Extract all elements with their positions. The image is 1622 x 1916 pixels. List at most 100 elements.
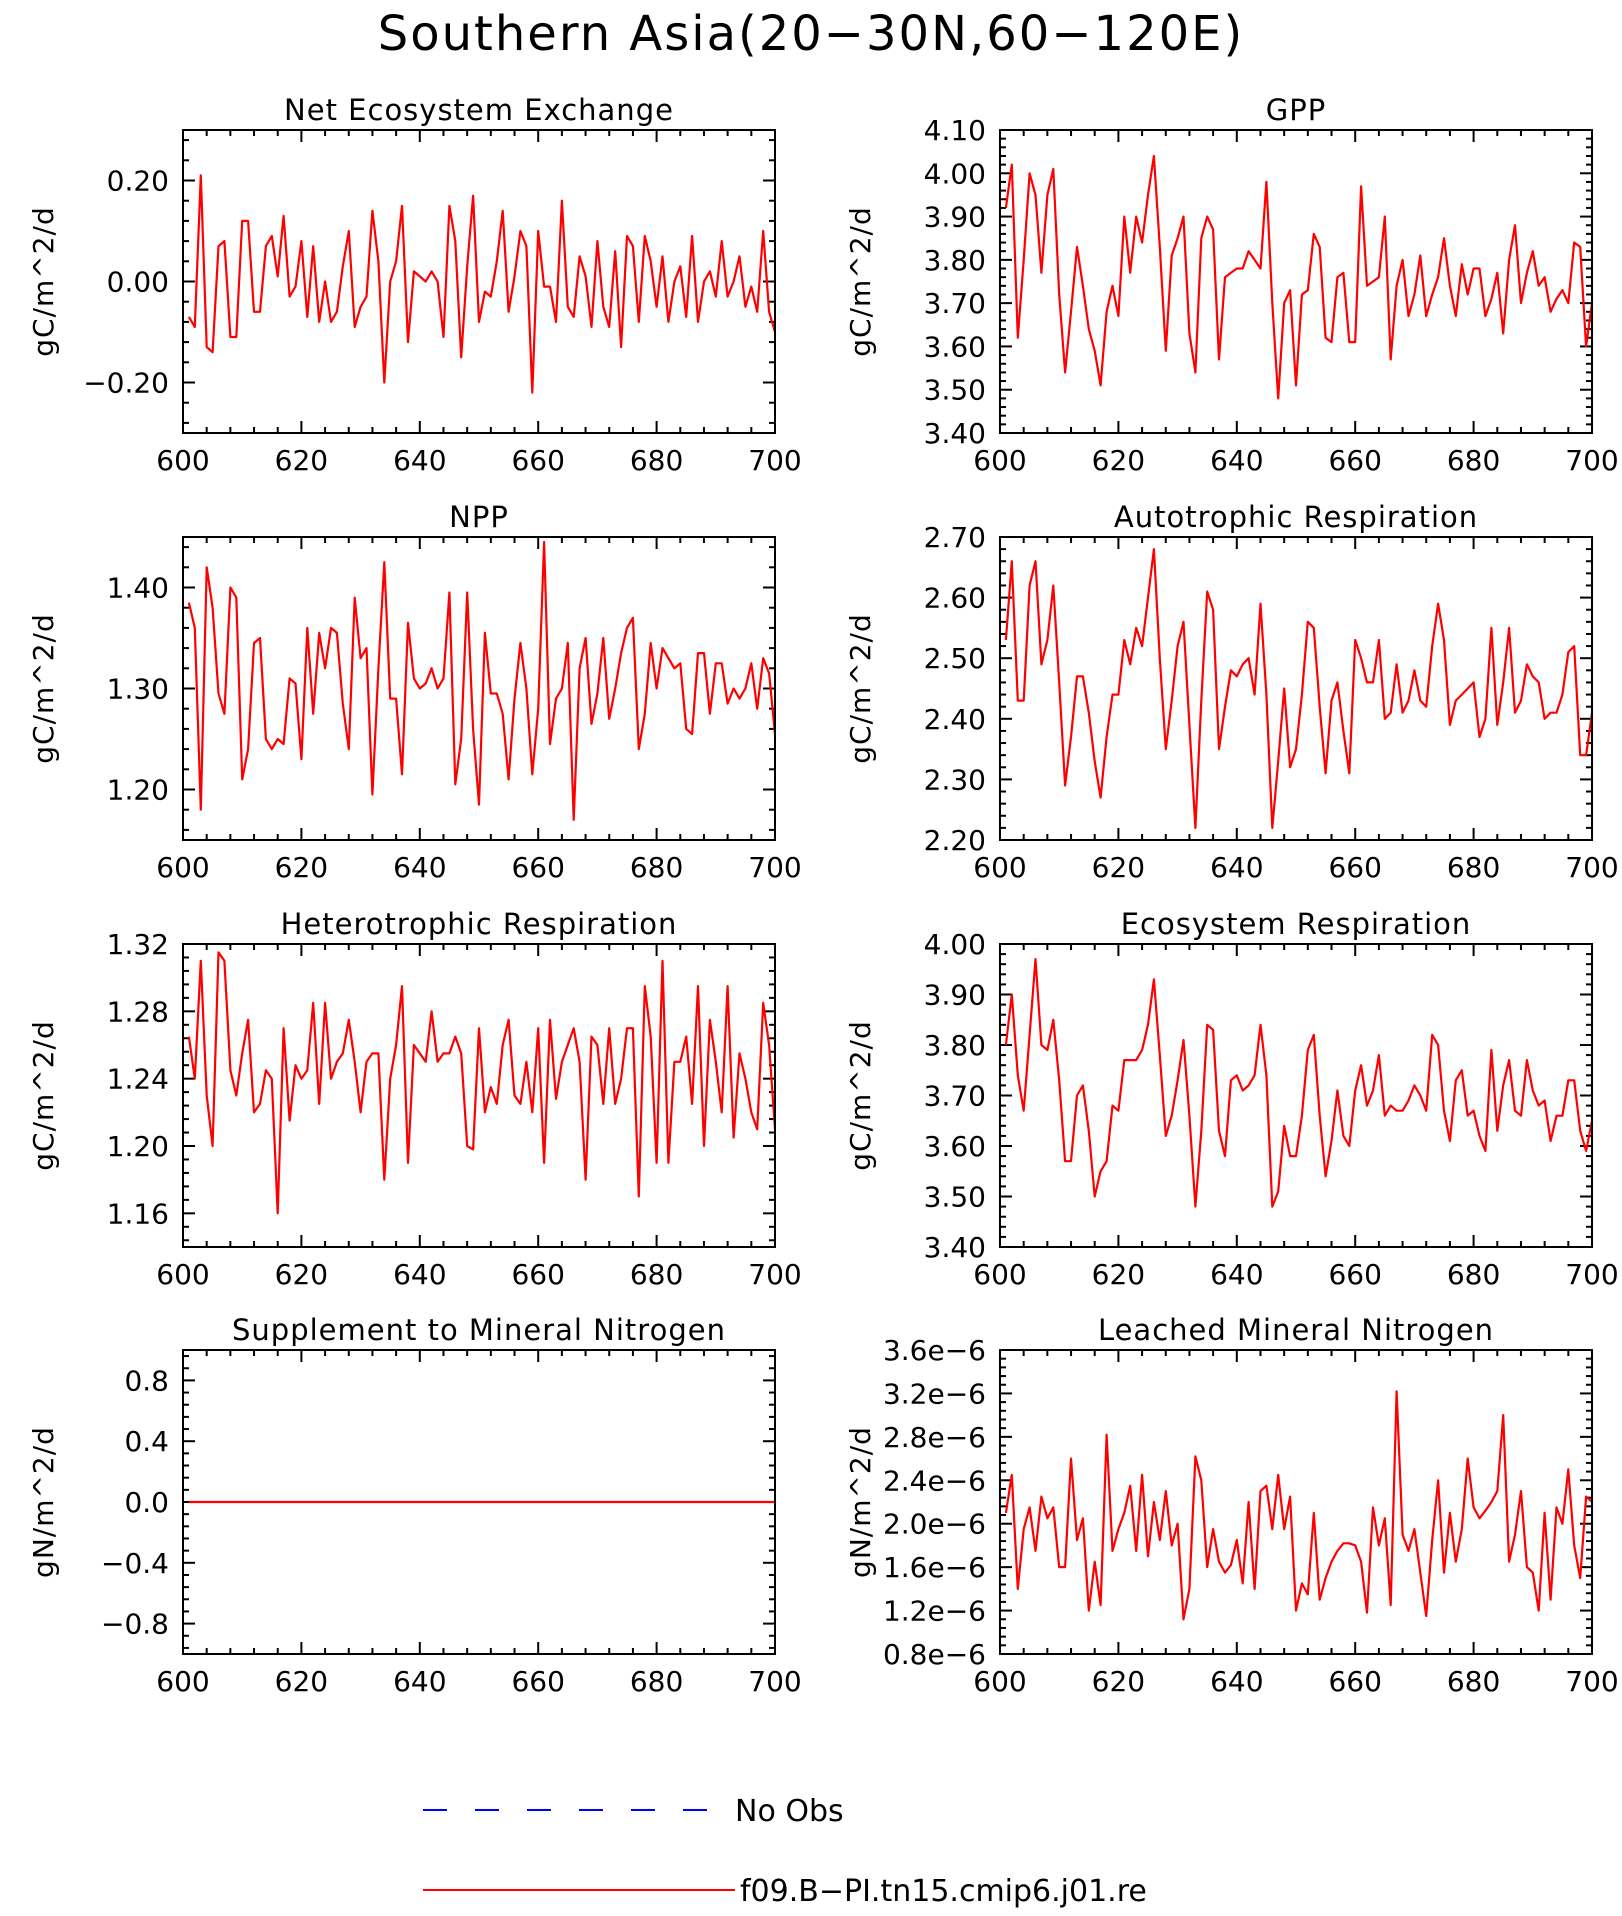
x-tick-label: 620 [275,1258,328,1291]
x-tick-label: 700 [1565,851,1618,884]
panel-8: Leached Mineral Nitrogen 600 620 640 660 680 7… [844,1313,1619,1698]
panels: Net Ecosystem Exchange 600 620 640 660 680 700… [27,93,1619,1698]
x-tick-label: 600 [156,851,209,884]
plot-frame [999,536,1593,841]
x-tick-label: 640 [1210,444,1263,477]
y-tick-label: 2.50 [924,642,986,675]
y-tick-label: 3.60 [924,1130,986,1163]
x-tick-label: 640 [1210,851,1263,884]
panel-2: GPP 600 620 640 660 680 700 3.40 3.50 3.60 3.70 3.8… [844,93,1619,477]
x-tick-label: 640 [393,1258,446,1291]
y-tick-label: 2.0e−6 [883,1508,986,1541]
legend-label-model: f09.B−PI.tn15.cmip6.j01.re [740,1874,1147,1909]
y-tick-label: 2.40 [924,703,986,736]
y-tick-label: 1.24 [107,1063,169,1096]
x-tick-label: 660 [511,1665,564,1698]
x-tick-label: 660 [1328,444,1381,477]
x-tick-label: 700 [1565,1258,1618,1291]
y-tick-label: 3.70 [924,1080,986,1113]
y-axis-label: gC/m^2/d [844,613,877,764]
y-tick-label: 0.8 [124,1364,169,1397]
x-tick-label: 620 [1092,1258,1145,1291]
y-tick-label: 0.4 [124,1425,169,1458]
y-tick-label: 3.80 [924,1029,986,1062]
panel-4: Autotrophic Respiration 600 620 640 660 680 70… [844,500,1619,884]
x-tick-label: 700 [748,1665,801,1698]
y-tick-label: 3.80 [924,244,986,277]
y-axis-label: gC/m^2/d [844,1020,877,1171]
x-tick-label: 680 [1447,1665,1500,1698]
y-tick-label: 1.20 [107,774,169,807]
figure-title: Southern Asia(20−30N,60−120E) [378,6,1244,62]
x-tick-label: 600 [973,1258,1026,1291]
y-tick-label: 2.20 [924,824,986,857]
x-tick-label: 640 [393,851,446,884]
x-tick-label: 700 [1565,444,1618,477]
x-tick-label: 680 [630,1258,683,1291]
y-tick-label: 3.2e−6 [883,1377,986,1410]
legend: No Obs f09.B−PI.tn15.cmip6.j01.re [423,1794,1147,1909]
y-tick-label: 0.00 [107,266,169,299]
plot-frame [182,943,776,1248]
y-tick-label: 3.90 [924,979,986,1012]
x-tick-label: 680 [630,1665,683,1698]
x-tick-label: 600 [973,851,1026,884]
series-line [1004,1390,1593,1621]
x-tick-label: 700 [748,1258,801,1291]
y-tick-label: 3.60 [924,330,986,363]
x-tick-label: 660 [1328,1665,1381,1698]
y-tick-label: 2.4e−6 [883,1464,986,1497]
y-tick-label: 1.20 [107,1130,169,1163]
x-tick-label: 620 [275,444,328,477]
x-tick-label: 660 [511,444,564,477]
y-tick-label: 3.50 [924,374,986,407]
y-tick-label: 3.6e−6 [883,1334,986,1367]
panel-3: NPP 600 620 640 660 680 700 1.20 1.30 1.40 gC/m^2/… [27,500,802,884]
x-tick-label: 660 [1328,851,1381,884]
y-tick-label: 2.70 [924,521,986,554]
x-tick-label: 620 [1092,444,1145,477]
plot-frame [999,943,1593,1248]
x-tick-label: 680 [630,444,683,477]
y-tick-label: 1.6e−6 [883,1551,986,1584]
x-tick-label: 700 [748,444,801,477]
x-tick-label: 660 [511,1258,564,1291]
y-tick-label: 2.60 [924,582,986,615]
panel-title: Supplement to Mineral Nitrogen [232,1313,726,1347]
x-tick-label: 640 [1210,1665,1263,1698]
x-tick-label: 660 [1328,1258,1381,1291]
plot-frame [182,1349,776,1655]
y-tick-label: 4.00 [924,928,986,961]
x-tick-label: 600 [156,1258,209,1291]
plot-frame [182,129,776,434]
panel-6: Ecosystem Respiration 600 620 640 660 680 700 3… [844,907,1619,1291]
y-tick-label: 2.8e−6 [883,1421,986,1454]
x-tick-label: 620 [275,1665,328,1698]
x-tick-label: 600 [973,1665,1026,1698]
plot-frame [999,1349,1593,1655]
y-tick-label: 3.90 [924,201,986,234]
y-tick-label: 1.40 [107,572,169,605]
y-tick-label: 0.20 [107,165,169,198]
series-line [187,540,777,821]
y-tick-label: 1.28 [107,995,169,1028]
y-tick-label: 1.16 [107,1197,169,1230]
series-line [1004,957,1594,1208]
x-tick-label: 620 [1092,1665,1145,1698]
y-tick-label: 0.8e−6 [883,1638,986,1671]
y-tick-label: −0.8 [101,1608,169,1641]
series-line [187,174,777,394]
x-tick-label: 700 [748,851,801,884]
y-tick-label: −0.20 [83,367,169,400]
y-axis-label: gC/m^2/d [27,206,60,357]
y-tick-label: −0.4 [101,1547,169,1580]
plot-frame [999,129,1593,434]
y-tick-label: 1.30 [107,673,169,706]
panel-7: Supplement to Mineral Nitrogen 600 620 640 6… [27,1313,802,1698]
y-axis-label: gN/m^2/d [27,1426,60,1578]
x-tick-label: 680 [630,851,683,884]
panel-title: Leached Mineral Nitrogen [1098,1313,1494,1347]
panel-title: Heterotrophic Respiration [281,907,678,941]
y-tick-label: 2.30 [924,763,986,796]
